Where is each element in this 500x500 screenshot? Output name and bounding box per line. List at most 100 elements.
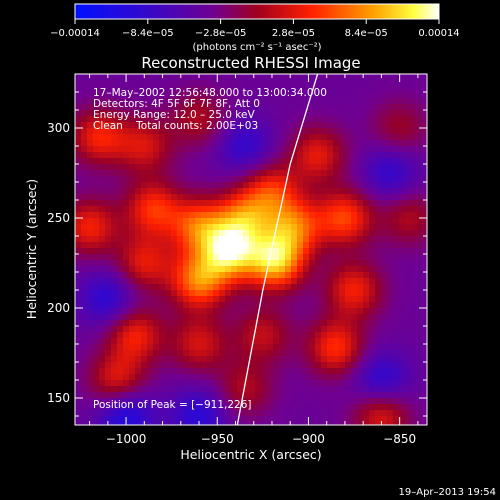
heatmap-cell xyxy=(375,176,382,183)
heatmap-cell xyxy=(195,200,202,207)
heatmap-cell xyxy=(171,320,178,327)
heatmap-cell xyxy=(153,272,160,279)
heatmap-cell xyxy=(183,86,190,93)
heatmap-cell xyxy=(411,110,418,117)
heatmap-cell xyxy=(345,386,352,393)
heatmap-cell xyxy=(165,392,172,399)
heatmap-cell xyxy=(219,314,226,321)
heatmap-cell xyxy=(117,176,124,183)
heatmap-cell xyxy=(369,248,376,255)
heatmap-cell xyxy=(291,80,298,87)
heatmap-cell xyxy=(321,356,328,363)
heatmap-cell xyxy=(213,326,220,333)
heatmap-cell xyxy=(399,80,406,87)
heatmap-cell xyxy=(117,386,124,393)
heatmap-cell xyxy=(213,380,220,387)
heatmap-cell xyxy=(93,200,100,207)
solar-limb-line xyxy=(236,74,319,425)
heatmap-cell xyxy=(423,158,427,165)
heatmap-cell xyxy=(183,194,190,201)
heatmap-cell xyxy=(87,128,94,135)
heatmap-cell xyxy=(309,278,316,285)
heatmap-cell xyxy=(351,116,358,123)
heatmap-cell xyxy=(147,398,154,405)
heatmap-cell xyxy=(339,182,346,189)
heatmap-cell xyxy=(369,212,376,219)
heatmap-cell xyxy=(327,356,334,363)
heatmap-cell xyxy=(357,92,364,99)
heatmap-cell xyxy=(297,362,304,369)
heatmap-cell xyxy=(369,350,376,357)
heatmap-cell xyxy=(141,296,148,303)
heatmap-cell xyxy=(339,104,346,111)
heatmap-cell xyxy=(99,104,106,111)
heatmap-cell xyxy=(363,314,370,321)
heatmap-cell xyxy=(303,158,310,165)
heatmap-cell xyxy=(117,212,124,219)
heatmap-cell xyxy=(423,314,427,321)
heatmap-cell xyxy=(303,368,310,375)
heatmap-cell xyxy=(87,164,94,171)
heatmap-cell xyxy=(327,212,334,219)
heatmap-cell xyxy=(327,92,334,99)
heatmap-cell xyxy=(159,296,166,303)
heatmap-cell xyxy=(351,122,358,129)
heatmap-cell xyxy=(213,404,220,411)
heatmap-cell xyxy=(393,230,400,237)
heatmap-cell xyxy=(333,248,340,255)
heatmap-cell xyxy=(123,134,130,141)
heatmap-cell xyxy=(183,170,190,177)
heatmap-cell xyxy=(213,356,220,363)
heatmap-cell xyxy=(405,236,412,243)
heatmap-cell xyxy=(249,272,256,279)
heatmap-cell xyxy=(165,326,172,333)
heatmap-cell xyxy=(297,368,304,375)
heatmap-cell xyxy=(267,80,274,87)
heatmap-cell xyxy=(195,308,202,315)
heatmap-cell xyxy=(105,314,112,321)
heatmap-cell xyxy=(183,224,190,231)
footer-date: 19–Apr–2013 19:54 xyxy=(399,487,496,498)
heatmap-cell xyxy=(117,206,124,213)
heatmap-cell xyxy=(303,320,310,327)
heatmap-cell xyxy=(213,422,220,425)
heatmap-cell xyxy=(123,92,130,99)
heatmap-cell xyxy=(363,416,370,423)
heatmap-cell xyxy=(147,212,154,219)
heatmap-cell xyxy=(213,188,220,195)
heatmap-cell xyxy=(129,122,136,129)
heatmap-cell xyxy=(99,122,106,129)
heatmap-cell xyxy=(159,110,166,117)
heatmap-cell xyxy=(399,266,406,273)
heatmap-cell xyxy=(189,92,196,99)
heatmap-cell xyxy=(279,230,286,237)
heatmap-cell xyxy=(399,164,406,171)
heatmap-cell xyxy=(417,110,424,117)
heatmap-cell xyxy=(201,410,208,417)
heatmap-cell xyxy=(327,140,334,147)
heatmap-cell xyxy=(369,266,376,273)
heatmap-cell xyxy=(195,380,202,387)
heatmap-cell xyxy=(111,380,118,387)
heatmap-cell xyxy=(387,356,394,363)
heatmap-cell xyxy=(417,134,424,141)
heatmap-cell xyxy=(213,290,220,297)
heatmap-cell xyxy=(129,368,136,375)
heatmap-cell xyxy=(177,92,184,99)
heatmap-cell xyxy=(177,236,184,243)
heatmap-cell xyxy=(237,116,244,123)
heatmap-cell xyxy=(99,86,106,93)
heatmap-cell xyxy=(201,236,208,243)
heatmap-cell xyxy=(81,356,88,363)
heatmap-cell xyxy=(99,200,106,207)
heatmap-cell xyxy=(93,158,100,165)
heatmap-cell xyxy=(81,218,88,225)
heatmap-cell xyxy=(279,212,286,219)
heatmap-cell xyxy=(81,224,88,231)
heatmap-cell xyxy=(279,416,286,423)
heatmap-cell xyxy=(75,224,82,231)
heatmap-cell xyxy=(147,254,154,261)
heatmap-cell xyxy=(177,410,184,417)
heatmap-cell xyxy=(135,140,142,147)
heatmap-cell xyxy=(405,176,412,183)
